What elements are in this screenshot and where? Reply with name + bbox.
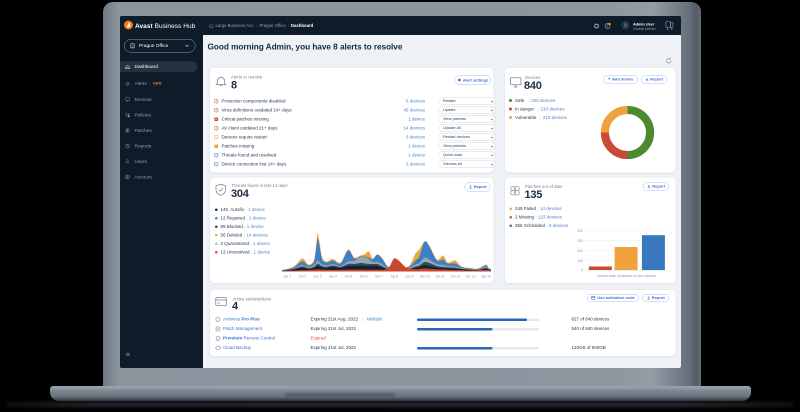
svg-text:Jun 4: Jun 4 — [329, 275, 337, 279]
svg-text:Jun 6: Jun 6 — [359, 275, 367, 279]
svg-text:0: 0 — [581, 268, 583, 272]
svg-text:Jun 5: Jun 5 — [344, 275, 352, 279]
svg-text:Jun 13: Jun 13 — [466, 275, 476, 279]
svg-text:Jun 3: Jun 3 — [314, 275, 322, 279]
svg-text:400: 400 — [577, 229, 583, 233]
svg-text:Jun 9: Jun 9 — [405, 275, 413, 279]
svg-text:Jun 10: Jun 10 — [420, 275, 430, 279]
svg-text:Jun 8: Jun 8 — [390, 275, 398, 279]
svg-text:300: 300 — [577, 239, 583, 243]
svg-text:Jun 1: Jun 1 — [283, 275, 291, 279]
svg-text:Jun 7: Jun 7 — [375, 275, 383, 279]
svg-text:Jun 12: Jun 12 — [450, 275, 460, 279]
svg-text:Jun 14: Jun 14 — [481, 275, 491, 279]
svg-text:Jun 2: Jun 2 — [298, 275, 306, 279]
svg-text:200: 200 — [577, 249, 583, 253]
svg-text:Jun 11: Jun 11 — [435, 275, 445, 279]
svg-text:100: 100 — [577, 259, 583, 263]
svg-text:Current state of patches on yo: Current state of patches on your devices — [597, 274, 657, 278]
